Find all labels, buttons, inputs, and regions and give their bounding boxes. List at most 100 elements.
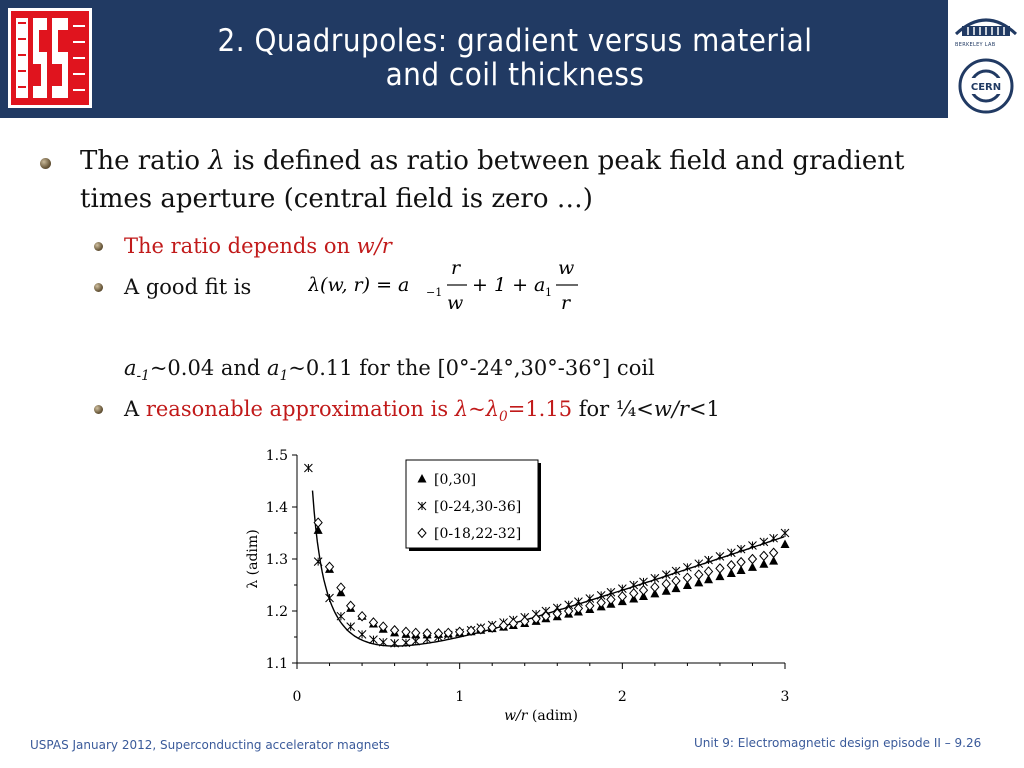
svg-text:λ(w, r) = a: λ(w, r) = a [308, 274, 409, 296]
svg-text:−1: −1 [426, 286, 442, 299]
x-tick-label: 3 [781, 689, 790, 705]
x-tick-label: 0 [293, 689, 302, 705]
data-point-triangle [661, 586, 671, 595]
y-tick-label: 1.5 [266, 448, 288, 464]
data-point-triangle [769, 556, 779, 565]
y-tick-label: 1.2 [266, 604, 288, 620]
data-point-diamond [661, 578, 671, 590]
data-point-diamond [466, 625, 476, 637]
data-point-diamond [541, 610, 551, 622]
data-point-triangle [671, 583, 681, 593]
data-point-asterisk [715, 552, 725, 561]
cern-logo-text: CERN [971, 82, 1001, 93]
data-point-diamond [443, 627, 453, 639]
data-point-triangle [736, 565, 746, 574]
data-point-asterisk [313, 557, 323, 566]
legend-marker-diamond [417, 527, 427, 539]
fit-formula: λ(w, r) = a −1 r w + 1 + a 1 w r [308, 257, 578, 314]
data-point-diamond [346, 600, 356, 612]
data-point-diamond [324, 561, 335, 573]
data-point-diamond [596, 597, 606, 608]
data-point-diamond [585, 600, 595, 612]
data-point-triangle [704, 574, 714, 584]
data-point-asterisk [759, 537, 769, 547]
institution-logos: BERKELEY LAB CERN [948, 0, 1024, 118]
data-point-diamond [389, 624, 400, 636]
data-point-triangle [780, 539, 790, 548]
data-point-diamond [703, 566, 714, 577]
data-point-diamond [650, 581, 660, 593]
data-point-asterisk [304, 463, 313, 473]
data-point-asterisk [780, 528, 790, 538]
bullet-dot-icon [94, 242, 103, 251]
slide-header: 2. Quadrupoles: gradient versus material… [0, 0, 1024, 118]
data-point-diamond [682, 572, 693, 583]
data-point-diamond [715, 563, 725, 574]
bullet-dot-icon [94, 283, 103, 292]
data-point-asterisk [411, 636, 421, 646]
data-point-diamond [736, 556, 746, 568]
data-point-diamond [476, 623, 486, 635]
data-point-triangle [682, 580, 692, 590]
data-point-diamond [313, 517, 323, 528]
data-point-diamond [759, 550, 769, 562]
lambda-chart: 1.1 1.2 1.3 1.4 1.5 0 1 2 3 w/r (adim) λ (adim) [0,… [245, 448, 790, 724]
data-point-asterisk [639, 577, 648, 587]
data-point-asterisk [671, 566, 681, 576]
legend-label: [0-24,30-36] [434, 499, 521, 515]
x-tick-label: 2 [618, 689, 627, 705]
berkeley-lab-logo [954, 18, 1018, 36]
data-point-diamond [563, 605, 574, 617]
legend-label: [0,30] [434, 472, 476, 488]
data-point-asterisk [769, 533, 778, 543]
data-point-diamond [573, 603, 584, 614]
data-point-diamond [368, 617, 379, 628]
data-point-asterisk [390, 638, 399, 648]
legend-box [405, 459, 539, 549]
data-point-diamond [357, 610, 367, 622]
data-point-diamond [694, 569, 704, 580]
data-point-diamond [498, 620, 509, 631]
data-point-diamond [671, 575, 681, 587]
data-point-diamond [638, 584, 649, 596]
data-point-diamond [433, 628, 444, 639]
formula-den-r: r [561, 292, 572, 314]
sub-bullet-text: A good fit is [124, 275, 252, 299]
formula-lhs: λ(w, r) = a [308, 274, 409, 296]
uspas-logo [8, 8, 92, 108]
data-point-asterisk [401, 638, 411, 648]
sub-bullet-text: The ratio depends on w/r [124, 234, 392, 258]
main-bullet-text: The ratio λ is defined as ratio between … [80, 146, 905, 214]
slide-title: 2. Quadrupoles: gradient versus material… [120, 24, 910, 92]
data-point-triangle [694, 577, 704, 587]
data-point-diamond [378, 621, 388, 632]
data-point-diamond [401, 626, 411, 638]
data-point-triangle [638, 591, 648, 600]
data-point-asterisk [661, 570, 671, 579]
data-point-diamond [411, 627, 421, 639]
y-axis-label: λ (adim) [245, 529, 261, 588]
legend-marker-asterisk [417, 501, 427, 511]
data-point-triangle [759, 559, 769, 568]
data-point-diamond [629, 588, 639, 599]
data-point-diamond [768, 547, 779, 559]
berkeley-lab-text: BERKELEY LAB [955, 42, 996, 48]
data-point-asterisk [336, 611, 346, 621]
data-point-asterisk [325, 593, 334, 603]
legend-marker-triangle [417, 474, 427, 483]
formula-sub-1: 1 [545, 286, 552, 299]
data-point-asterisk [650, 573, 660, 583]
bullet-dot-icon [94, 405, 103, 414]
data-point-diamond [508, 618, 519, 629]
data-point-diamond [336, 582, 346, 593]
y-tick-label: 1.1 [266, 656, 288, 672]
formula-den-w: w [447, 292, 463, 314]
footer-course: USPAS January 2012, Superconducting acce… [30, 738, 390, 752]
data-point-diamond [726, 559, 736, 571]
data-point-diamond [552, 608, 562, 619]
data-point-diamond [422, 628, 432, 639]
data-point-triangle [726, 568, 736, 578]
data-point-asterisk [369, 635, 378, 644]
data-point-asterisk [736, 544, 746, 554]
data-point-diamond [454, 626, 465, 638]
